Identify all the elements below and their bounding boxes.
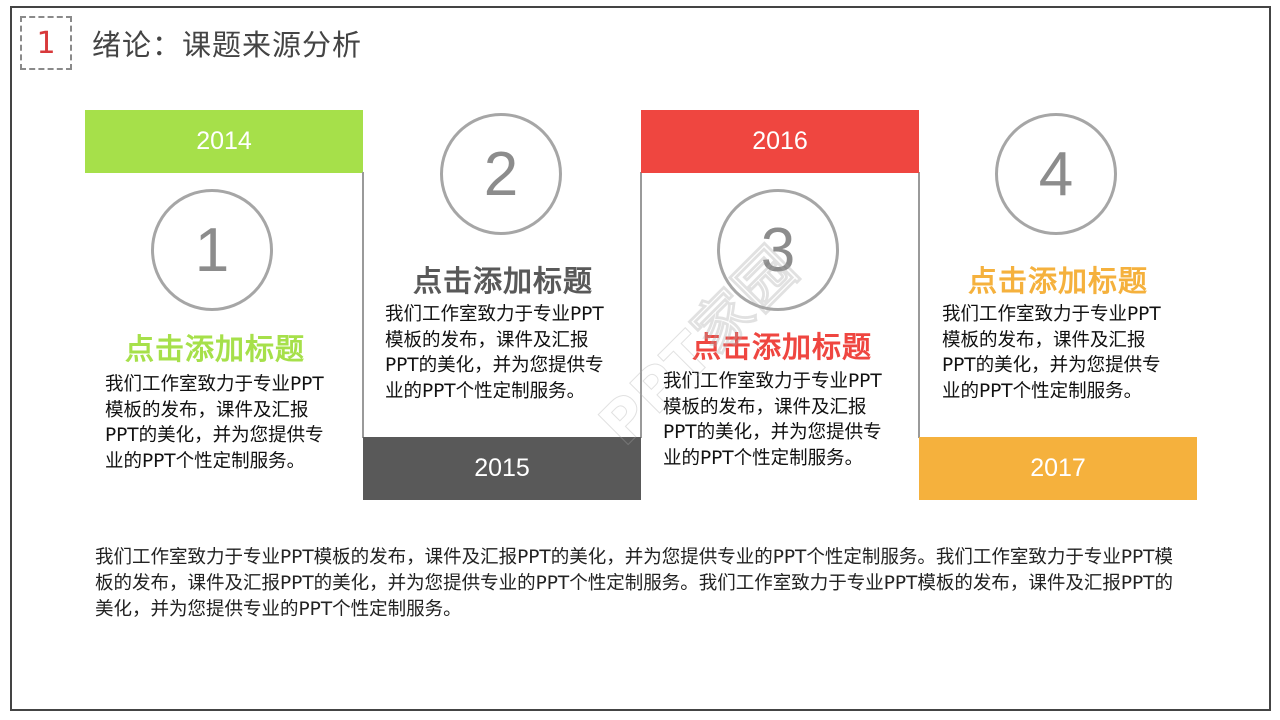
divider-line: [362, 172, 364, 438]
card-title-4: 点击添加标题: [967, 264, 1148, 298]
card-text-4: 我们工作室致力于专业PPT模板的发布，课件及汇报PPT的美化，并为您提供专业的P…: [942, 304, 1161, 402]
card-title-3: 点击添加标题: [691, 330, 872, 364]
step-circle-3: 3: [717, 189, 839, 311]
year-label: 2014: [196, 127, 252, 155]
card-title-2: 点击添加标题: [412, 264, 593, 298]
year-label: 2015: [474, 454, 530, 482]
step-circle-2: 2: [440, 113, 562, 235]
step-circle-1: 1: [151, 189, 273, 311]
year-label: 2016: [752, 127, 808, 155]
divider-line: [918, 172, 920, 438]
step-circle-4: 4: [995, 113, 1117, 235]
year-label: 2017: [1030, 454, 1086, 482]
step-number: 1: [194, 215, 230, 285]
card-text-1: 我们工作室致力于专业PPT模板的发布，课件及汇报PPT的美化，并为您提供专业的P…: [105, 374, 324, 472]
card-title-1: 点击添加标题: [124, 332, 305, 366]
divider-line: [640, 172, 642, 438]
step-number: 3: [760, 215, 796, 285]
step-number: 4: [1038, 139, 1074, 209]
year-bar-2015: 2015: [363, 437, 641, 500]
section-number-box: 1: [20, 16, 72, 70]
section-number: 1: [36, 25, 56, 61]
step-number: 2: [483, 139, 519, 209]
year-bar-2014: 2014: [85, 110, 363, 173]
card-text-2: 我们工作室致力于专业PPT模板的发布，课件及汇报PPT的美化，并为您提供专业的P…: [385, 304, 604, 402]
card-text-3: 我们工作室致力于专业PPT模板的发布，课件及汇报PPT的美化，并为您提供专业的P…: [663, 371, 882, 469]
summary-paragraph: 我们工作室致力于专业PPT模板的发布，课件及汇报PPT的美化，并为您提供专业的P…: [95, 547, 1173, 620]
year-bar-2017: 2017: [919, 437, 1197, 500]
slide-title: 绪论：课题来源分析: [92, 28, 363, 62]
year-bar-2016: 2016: [641, 110, 919, 173]
